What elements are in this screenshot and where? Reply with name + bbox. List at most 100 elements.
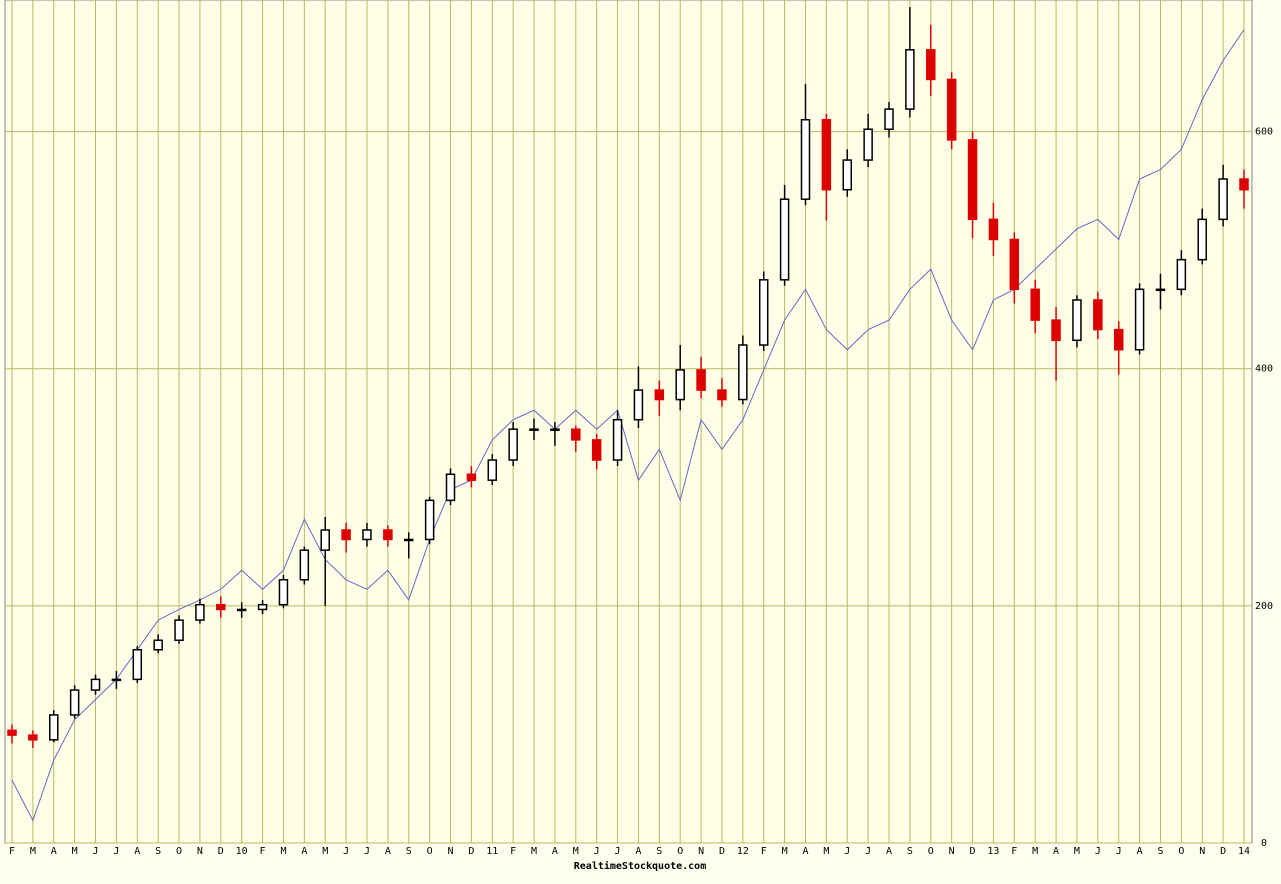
x-tick-label: M [1032,846,1038,857]
candle-body [1134,288,1145,351]
x-tick-label: D [218,846,224,857]
x-tick-label: D [719,846,725,857]
x-tick-label: J [865,846,871,857]
candle-body [1197,218,1207,261]
x-tick-label: J [1095,846,1101,857]
candle-body [132,648,143,681]
x-tick-label: O [427,846,433,857]
x-tick-label: F [9,846,15,857]
candle-body [424,499,435,541]
x-tick-label: S [907,846,913,857]
candle-body [299,549,310,581]
x-tick-label: A [635,846,641,857]
candle-body [278,579,289,606]
x-tick-label: A [134,846,140,857]
y-tick-label: 200 [1255,601,1273,612]
y-tick-label: 0 [1261,838,1267,849]
candle-body [69,689,80,716]
candle-body [946,78,957,141]
candle-body [967,139,978,221]
candle-body [7,729,17,736]
candle-body [1051,319,1061,342]
x-tick-label: S [406,846,412,857]
candle-body [153,639,163,651]
x-tick-label: N [1199,846,1205,857]
candle-body [633,389,644,421]
x-tick-label: A [886,846,892,857]
x-tick-label: J [113,846,119,857]
candle-body [508,428,518,461]
candle-body [800,119,811,200]
x-tick-label: F [761,846,767,857]
x-tick-label: 11 [486,846,498,857]
x-tick-label: M [573,846,579,857]
candle-body [654,389,665,401]
x-tick-label: N [197,846,203,857]
candle-body [1030,288,1040,321]
candle-body [884,108,894,130]
candle-body [236,608,247,612]
candle-body [1239,178,1249,191]
x-tick-label: A [1053,846,1059,857]
candle-body [821,119,832,191]
candle-body [403,538,414,542]
x-tick-label: M [30,846,36,857]
x-tick-label: F [260,846,266,857]
x-tick-label: 12 [737,846,749,857]
candle-body [341,529,351,541]
candle-body [612,418,623,461]
x-tick-label: S [1157,846,1163,857]
y-tick-label: 600 [1255,127,1273,138]
candle-body [926,49,936,81]
x-tick-label: M [823,846,829,857]
candle-body [1072,299,1082,342]
candle-body [1009,238,1020,291]
candle-body [717,389,727,401]
x-tick-label: S [155,846,161,857]
candle-body [1113,328,1124,351]
x-tick-label: D [970,846,976,857]
candle-body [1176,258,1187,291]
x-tick-label: 14 [1238,846,1250,857]
x-tick-label: A [301,846,307,857]
candle-body [738,344,748,401]
candle-body [988,218,999,241]
candle-body [758,279,769,346]
plot-area [4,0,1253,844]
x-tick-label: O [176,846,182,857]
candle-body [529,428,539,431]
candle-body [362,529,372,541]
x-tick-label: M [322,846,328,857]
candle-body [383,529,393,541]
candle-body [487,459,498,481]
x-tick-label: A [51,846,57,857]
candle-body [550,428,560,431]
candle-body [591,439,602,461]
x-tick-label: J [364,846,370,857]
x-tick-label: O [1178,846,1184,857]
source-label: RealtimeStockquote.com [574,860,706,872]
x-tick-label: J [1116,846,1122,857]
candle-body [842,159,853,191]
x-tick-label: S [656,846,662,857]
x-tick-label: J [93,846,99,857]
x-tick-label: J [844,846,850,857]
x-tick-label: M [280,846,286,857]
candle-body [90,678,101,691]
x-tick-label: A [802,846,808,857]
candle-body [905,49,915,110]
x-tick-label: 13 [987,846,999,857]
x-tick-label: J [343,846,349,857]
x-tick-label: N [949,846,955,857]
x-tick-label: A [1137,846,1143,857]
candle-body [779,198,790,281]
x-tick-label: F [1011,846,1017,857]
candle-body [195,603,205,621]
x-tick-label: D [1220,846,1226,857]
comparison-line [11,29,1245,822]
candle-body [863,128,873,161]
y-tick-label: 400 [1255,364,1273,375]
candle-body [675,369,685,401]
